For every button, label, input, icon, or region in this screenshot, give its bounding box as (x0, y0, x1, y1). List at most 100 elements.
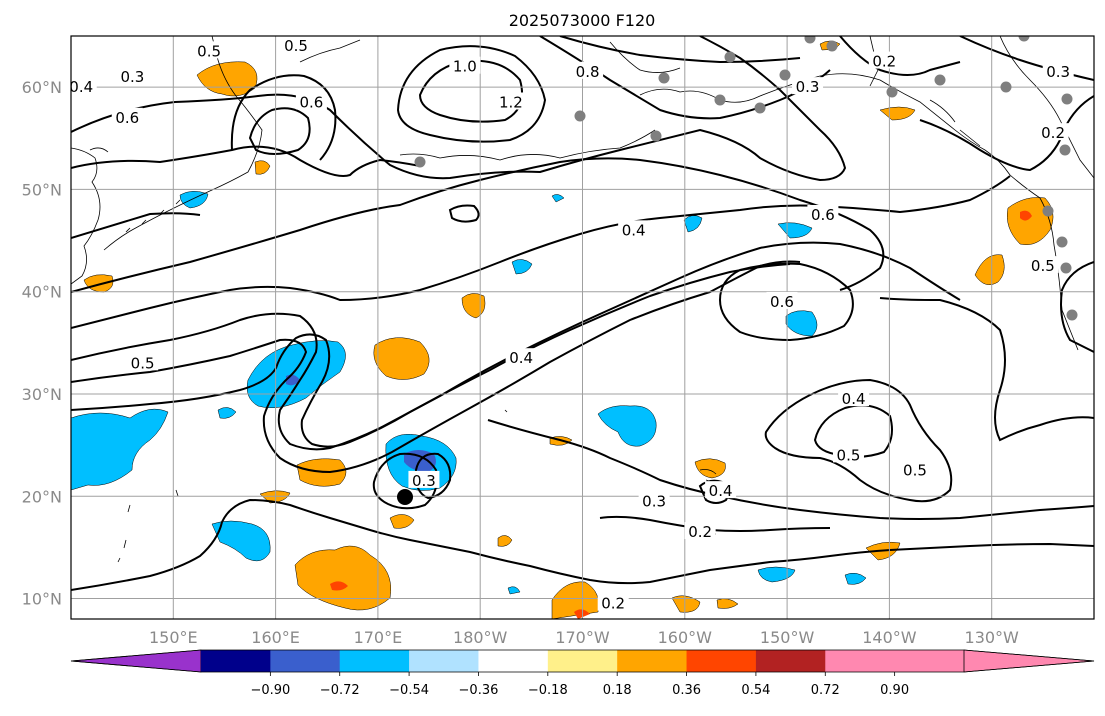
colorbar-segment (270, 650, 341, 672)
contour-label-bg (597, 593, 629, 611)
contour-label: 0.3 (412, 472, 436, 490)
longitude-label: 180°W (453, 628, 508, 647)
colorbar-segment (201, 650, 271, 672)
colorbar-segment (825, 650, 896, 672)
colorbar-segment (478, 650, 549, 672)
contour-label-bg (618, 220, 650, 238)
contour-label-bg (495, 92, 527, 110)
contour-label-bg (807, 204, 839, 222)
contour-label: 0.3 (1046, 63, 1070, 81)
contour-label-bg (111, 107, 143, 125)
contour-label: 0.6 (299, 93, 323, 111)
contour-label: 0.4 (842, 390, 866, 408)
contour-label: 0.3 (642, 492, 666, 510)
colorbar-tick-label: −0.90 (250, 683, 290, 698)
latitude-label: 10°N (22, 590, 62, 609)
colorbar-segment (755, 650, 826, 672)
latitude-label: 60°N (22, 78, 62, 97)
contour-label-bg (71, 77, 97, 95)
map-panel: 0.3 0.4 0.6 0.5 0.5 0.6 1.0 1.2 0.8 0.3 0.2 0.3 0.2 0… (69, 36, 1094, 619)
colorbar-segment (617, 650, 688, 672)
contour-label-bg (868, 51, 900, 69)
colorbar-segment (547, 650, 618, 672)
contour-label: 0.3 (796, 78, 820, 96)
colorbar-tick-label: −0.18 (528, 683, 568, 698)
colorbar-segment (339, 650, 410, 672)
contour-label: 0.5 (1031, 257, 1055, 275)
contour-label-bg (572, 61, 604, 79)
longitude-labels: 150°E 160°E 170°E 180°W 170°W 160°W 150°W 140°W… (149, 628, 1019, 647)
contour-label-bg (684, 522, 716, 540)
contour-label: 0.4 (622, 221, 646, 239)
contour-label-bg (1042, 61, 1074, 79)
colorbar-tick-label: 0.54 (741, 683, 770, 698)
longitude-label: 150°W (760, 628, 815, 647)
station-markers (414, 36, 1078, 321)
lat-lon-gridlines (71, 36, 1094, 619)
colorbar-extend-high (963, 649, 1095, 673)
storm-center-marker (397, 489, 413, 505)
contour-label-bg (638, 491, 670, 509)
contour-label-bg (838, 389, 870, 407)
contour-label: 0.5 (903, 462, 927, 480)
contour-label: 0.3 (120, 68, 144, 86)
colorbar-segment (686, 650, 757, 672)
contour-label: 1.0 (453, 58, 477, 76)
contour-label: 0.5 (837, 446, 861, 464)
colorbar-segment (409, 650, 479, 672)
colorbar-segment (894, 650, 965, 672)
longitude-label: 160°W (658, 628, 713, 647)
colorbar-tick-label: 0.36 (672, 683, 701, 698)
colorbar-extend-low (70, 649, 202, 673)
contour-label: 0.4 (509, 349, 533, 367)
contour-label-bg (705, 481, 737, 499)
colorbar-tick-label: 0.18 (603, 683, 632, 698)
contour-label: 0.8 (576, 63, 600, 81)
contour-label-bg (792, 77, 824, 95)
contour-label-bg (832, 445, 864, 463)
latitude-label: 50°N (22, 180, 62, 199)
positive-anomaly-fills (83, 40, 1054, 619)
contour-label: 0.5 (131, 354, 155, 372)
colorbar-tick-label: −0.72 (320, 683, 360, 698)
contour-label: 0.6 (770, 293, 794, 311)
longitude-label: 170°E (354, 628, 403, 647)
contour-label: 1.2 (499, 93, 523, 111)
contour-label: 0.5 (197, 42, 221, 60)
contour-label-bg (766, 291, 798, 309)
contour-label-bg (116, 66, 148, 84)
colorbar-tick-label: −0.36 (459, 683, 499, 698)
contour-label: 0.6 (115, 109, 139, 127)
contour-label: 0.2 (872, 53, 896, 71)
contour-label: 0.6 (811, 206, 835, 224)
contour-label: 0.2 (688, 523, 712, 541)
contour-label-bg (1037, 123, 1069, 141)
contour-label-bg (408, 470, 440, 488)
contour-label-bg (1027, 256, 1059, 274)
longitude-label: 150°E (149, 628, 198, 647)
contour-label-bg (505, 348, 537, 366)
contour-label-bg (127, 353, 159, 371)
contour-label: 0.4 (69, 78, 93, 96)
contour-label-bg (899, 460, 931, 478)
contour-label: 0.4 (709, 482, 733, 500)
longitude-label: 130°W (965, 628, 1020, 647)
contour-label-bg (280, 36, 312, 54)
contour-label: 0.2 (1041, 124, 1065, 142)
contour-label-bg (193, 41, 225, 59)
longitude-label: 140°W (862, 628, 917, 647)
longitude-label: 170°W (555, 628, 610, 647)
colorbar-tick-label: 0.72 (811, 683, 840, 698)
latitude-label: 30°N (22, 385, 62, 404)
contour-label: 0.5 (284, 37, 308, 55)
contour-label-bg (449, 56, 481, 74)
map-frame (70, 35, 1095, 620)
colorbar: −0.90 −0.72 −0.54 −0.36 −0.18 0.18 0.36 0.54 0.7… (70, 649, 1095, 698)
colorbar-outline (70, 649, 1095, 673)
figure-title: 2025073000 F120 (509, 11, 656, 30)
contour-label: 0.2 (601, 595, 625, 613)
latitude-label: 20°N (22, 487, 62, 506)
longitude-label: 160°E (251, 628, 300, 647)
